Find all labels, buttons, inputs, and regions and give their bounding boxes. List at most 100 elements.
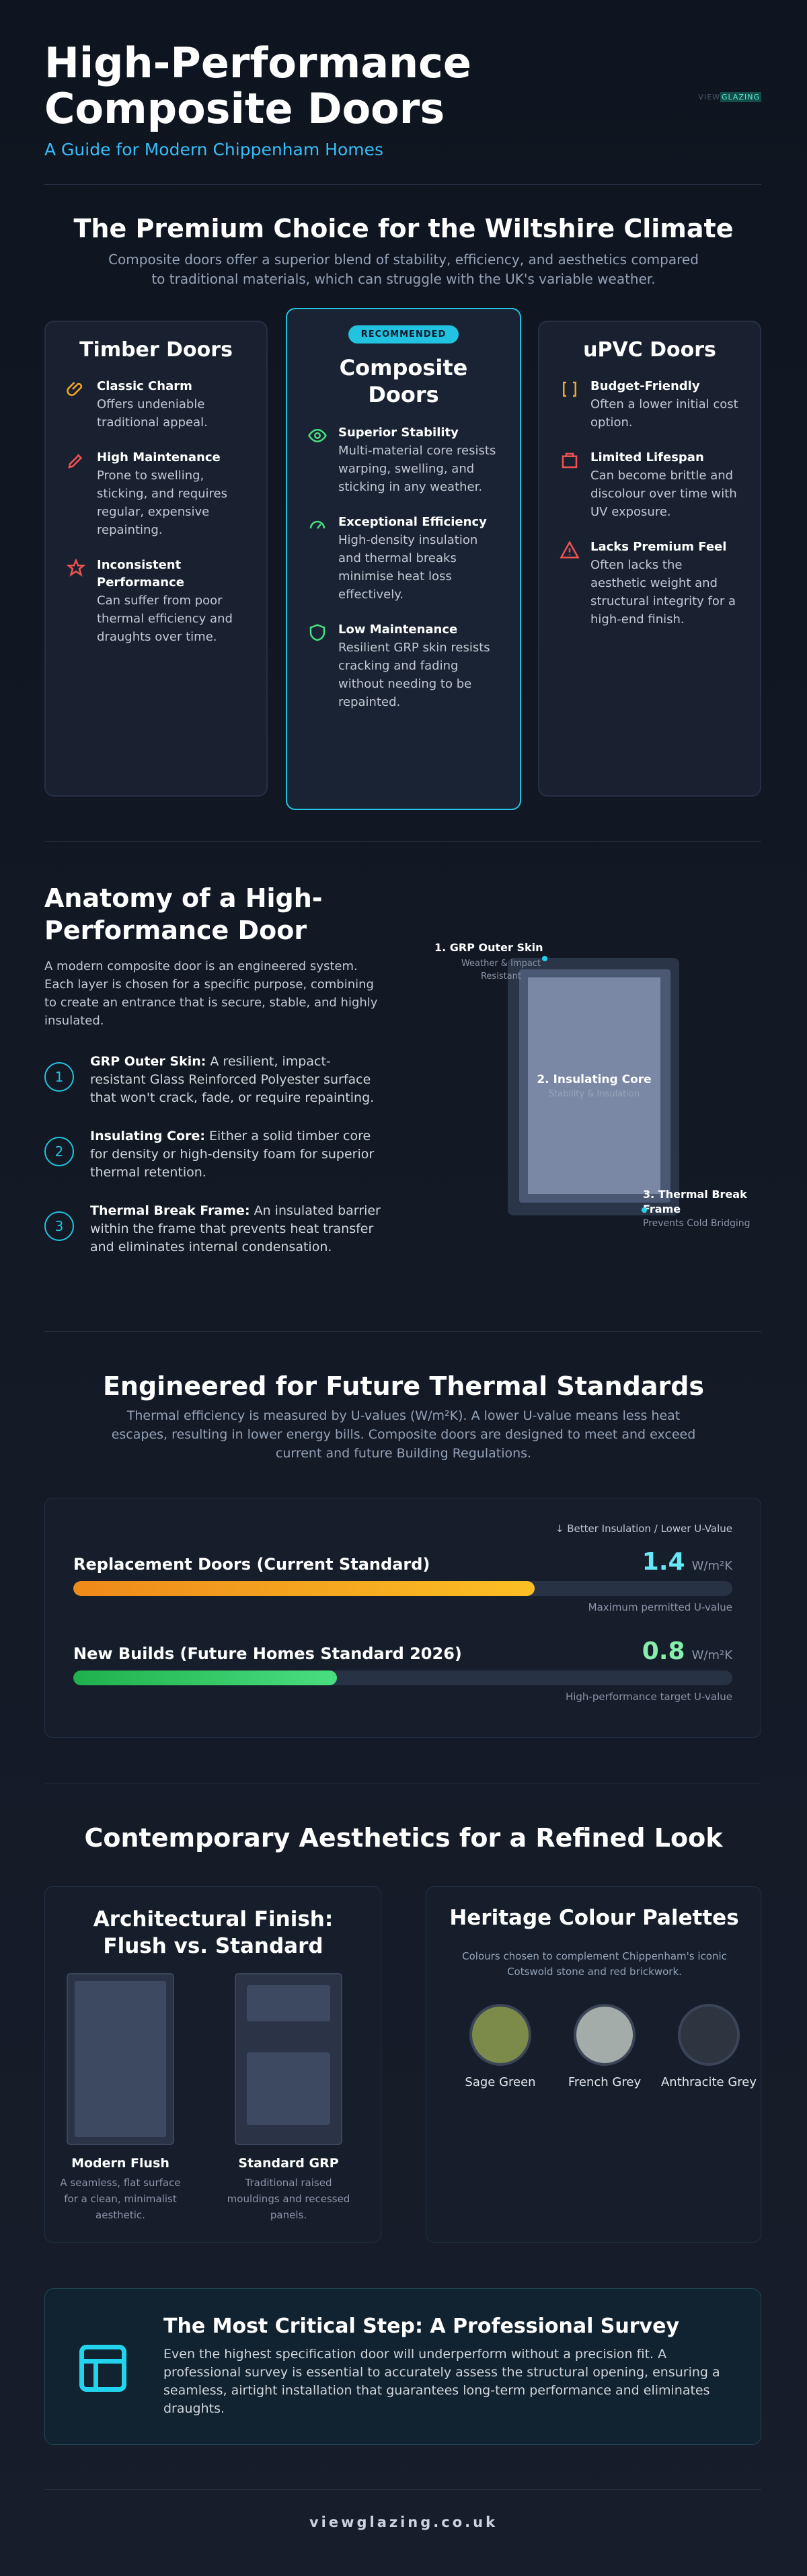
feature-desc: Can suffer from poor thermal efficiency …	[97, 594, 233, 644]
survey-icon	[79, 2345, 126, 2392]
feature: Inconsistent Performance Can suffer from …	[66, 557, 246, 646]
feature-text: Lacks Premium Feel Often lacks the aesthe…	[590, 538, 740, 629]
layer-list: 1 GRP Outer Skin: A resilient, impact-res…	[44, 1053, 381, 1256]
card-title: uPVC Doors	[583, 338, 716, 362]
feature-desc: Often lacks the aesthetic weight and str…	[590, 558, 736, 627]
legend-text: Better Insulation / Lower U-Value	[567, 1523, 732, 1535]
u-value: 1.4 W/m²K	[642, 1548, 732, 1576]
finish-panel: Architectural Finish: Flush vs. Standard…	[44, 1886, 381, 2243]
u-value-bars: Replacement Doors (Current Standard) 1.4 W…	[73, 1548, 732, 1703]
survey-panel: The Most Critical Step: A Professional S…	[44, 2288, 761, 2445]
u-value-note: High-performance target U-value	[565, 1691, 732, 1703]
feature-icon	[309, 624, 325, 641]
feature-title: Superior Stability	[338, 426, 459, 440]
core-label: 2. Insulating Core	[537, 1073, 652, 1086]
feature-desc: Multi-material core resists warping, swe…	[338, 444, 496, 494]
layer-desc: A resilient, impact-resistant Glass Rein…	[90, 1054, 375, 1105]
feature-title: High Maintenance	[97, 450, 221, 465]
feature-icon	[309, 520, 325, 529]
u-value-label: New Builds (Future Homes Standard 2026)	[73, 1644, 462, 1663]
track	[73, 1671, 732, 1685]
finish-title: Architectural Finish: Flush vs. Standard	[93, 1907, 334, 1958]
skin-label: 1. GRP Outer Skin	[434, 941, 543, 954]
swatch-name: French Grey	[568, 2075, 642, 2089]
swatch: Anthracite Grey	[655, 2004, 763, 2089]
logo-suffix: GLAZING	[720, 92, 761, 102]
u-value-bar	[73, 1581, 535, 1596]
thermal-panel: ↓ Better Insulation / Lower U-Value Repl…	[44, 1498, 761, 1738]
card-title: Composite Doors	[339, 355, 468, 407]
feature-text: Low Maintenance Resilient GRP skin resist…	[338, 621, 500, 711]
core-layer	[528, 977, 660, 1194]
layer-text: Insulating Core: Either a solid timber c…	[90, 1127, 381, 1182]
survey-text: Even the highest specification door will…	[163, 2347, 720, 2416]
header: High-Performance Composite Doors A Guide…	[44, 38, 690, 160]
intro-text: Composite doors offer a superior blend o…	[108, 251, 699, 287]
u-value-unit: W/m²K	[691, 1648, 732, 1662]
feature-title: Classic Charm	[97, 379, 192, 393]
card: uPVC Doors Budget-Friendly Often a lower i…	[538, 321, 761, 797]
divider	[44, 841, 761, 842]
feature-text: Classic Charm Offers undeniable tradition…	[97, 378, 246, 432]
finish-desc: A seamless, flat surface for a clean, mi…	[60, 2177, 181, 2221]
feature-icon	[560, 540, 580, 559]
feature: Classic Charm Offers undeniable tradition…	[66, 378, 246, 432]
feature-text: High Maintenance Prone to swelling, stick…	[97, 449, 246, 539]
layer-desc: An insulated barrier within the frame th…	[90, 1203, 381, 1254]
swatch-name: Anthracite Grey	[660, 2075, 757, 2089]
feature-desc: High-density insulation and thermal brea…	[338, 533, 478, 602]
feature-text: Inconsistent Performance Can suffer from …	[97, 557, 246, 646]
feature-title: Exceptional Efficiency	[338, 515, 487, 529]
intro-heading: The Premium Choice for the Wiltshire Cli…	[73, 214, 734, 243]
subtitle: A Guide for Modern Chippenham Homes	[44, 140, 384, 159]
pointer	[542, 956, 547, 961]
legend: ↓ Better Insulation / Lower U-Value	[555, 1523, 732, 1535]
u-value-row: Replacement Doors (Current Standard) 1.4 W…	[73, 1548, 732, 1613]
skin-note: Weather & Impact Resistant	[461, 959, 541, 981]
layer-number: 3	[44, 1211, 74, 1241]
divider	[44, 184, 761, 185]
u-value: 0.8 W/m²K	[642, 1638, 732, 1665]
feature: Low Maintenance Resilient GRP skin resist…	[307, 621, 500, 711]
layer-title: Insulating Core:	[90, 1129, 205, 1143]
thermal-text: Thermal efficiency is measured by U-valu…	[111, 1408, 696, 1461]
feature-desc: Offers undeniable traditional appeal.	[97, 397, 208, 430]
finish-item: Modern Flush A seamless, flat surface for…	[59, 2156, 182, 2223]
swatch-color	[574, 2004, 636, 2066]
flush-door	[67, 1973, 174, 2145]
feature-title: Inconsistent Performance	[97, 558, 184, 590]
logo: VIEW GLAZING	[698, 92, 761, 102]
u-value-row: New Builds (Future Homes Standard 2026) 0…	[73, 1638, 732, 1703]
layer: 3 Thermal Break Frame: An insulated barri…	[44, 1202, 381, 1256]
feature-title: Lacks Premium Feel	[590, 540, 727, 554]
u-value-note: Maximum permitted U-value	[588, 1601, 732, 1613]
finish-name: Modern Flush	[71, 2156, 169, 2171]
standard-door	[235, 1973, 342, 2145]
colour-panel: Heritage Colour Palettes Colours chosen …	[426, 1886, 761, 2243]
layer-text: GRP Outer Skin: A resilient, impact-resi…	[90, 1053, 381, 1107]
feature-desc: Resilient GRP skin resists cracking and …	[338, 641, 490, 709]
feature-icon	[562, 452, 578, 469]
anatomy-heading: Anatomy of a High-Performance Door	[44, 883, 323, 945]
feature: Lacks Premium Feel Often lacks the aesthe…	[560, 538, 740, 629]
feature-text: Exceptional Efficiency High-density insul…	[338, 514, 500, 604]
feature-title: Budget-Friendly	[590, 379, 700, 393]
finish-name: Standard GRP	[238, 2156, 339, 2171]
feature: Limited Lifespan Can become brittle and d…	[560, 449, 740, 521]
colour-text: Colours chosen to complement Chippenham'…	[462, 1950, 727, 1978]
layer-title: GRP Outer Skin:	[90, 1054, 206, 1069]
feature: Exceptional Efficiency High-density insul…	[307, 514, 500, 604]
layer-text: Thermal Break Frame: An insulated barrie…	[90, 1202, 381, 1256]
finish-item: Standard GRP Traditional raised mouldings…	[227, 2156, 350, 2223]
swatch: French Grey	[551, 2004, 658, 2089]
title: High-Performance Composite Doors	[44, 38, 471, 133]
card: Timber Doors Classic Charm Offers undeniab…	[44, 321, 268, 797]
layer-number: 1	[44, 1062, 74, 1092]
footer: viewglazing.co.uk	[309, 2514, 498, 2530]
card-title: Timber Doors	[79, 338, 233, 362]
thermal-heading: Engineered for Future Thermal Standards	[102, 1371, 705, 1401]
feature-icon	[67, 382, 83, 396]
feature-title: Limited Lifespan	[590, 450, 704, 465]
u-value-number: 0.8	[642, 1638, 685, 1665]
